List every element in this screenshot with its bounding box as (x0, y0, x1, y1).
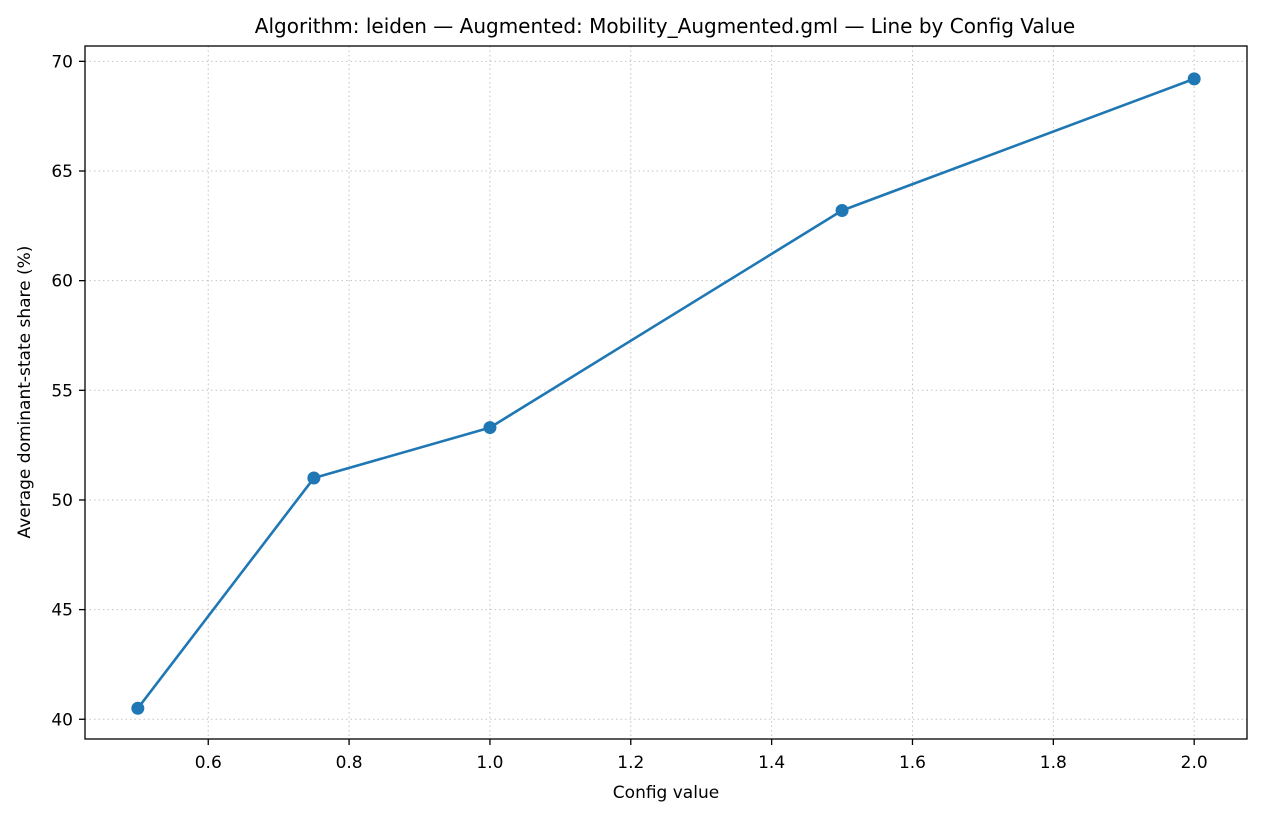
x-axis: 0.6 0.8 1.0 1.2 1.4 1.6 1.8 2.0 (195, 739, 1208, 773)
x-tick-label: 0.6 (195, 753, 222, 773)
data-point[interactable] (1187, 72, 1201, 86)
x-tick-label: 1.0 (476, 753, 503, 773)
y-tick-label: 40 (51, 710, 73, 730)
y-tick-label: 65 (51, 162, 73, 182)
data-point[interactable] (835, 203, 849, 217)
series-line (136, 77, 1196, 710)
data-point[interactable] (483, 421, 497, 435)
series-layer (131, 72, 1201, 715)
y-tick-label: 55 (51, 381, 73, 401)
x-tick-label: 1.8 (1040, 753, 1067, 773)
y-axis: 40 45 50 55 60 65 70 (51, 52, 85, 730)
x-tick-label: 1.2 (617, 753, 644, 773)
grid-layer (85, 46, 1247, 739)
y-tick-label: 60 (51, 272, 73, 292)
y-axis-title: Average dominant-state share (%) (15, 246, 35, 539)
x-axis-title: Config value (613, 783, 719, 803)
x-tick-label: 1.6 (899, 753, 926, 773)
chart-title: Algorithm: leiden — Augmented: Mobility_… (255, 14, 1075, 38)
plot-frame (84, 45, 1248, 740)
data-point[interactable] (131, 701, 145, 715)
y-tick-label: 50 (51, 491, 73, 511)
data-point[interactable] (307, 471, 321, 485)
x-tick-label: 0.8 (336, 753, 363, 773)
x-tick-label: 2.0 (1181, 753, 1208, 773)
x-tick-label: 1.4 (758, 753, 785, 773)
y-tick-label: 45 (51, 601, 73, 621)
y-tick-label: 70 (51, 52, 73, 72)
